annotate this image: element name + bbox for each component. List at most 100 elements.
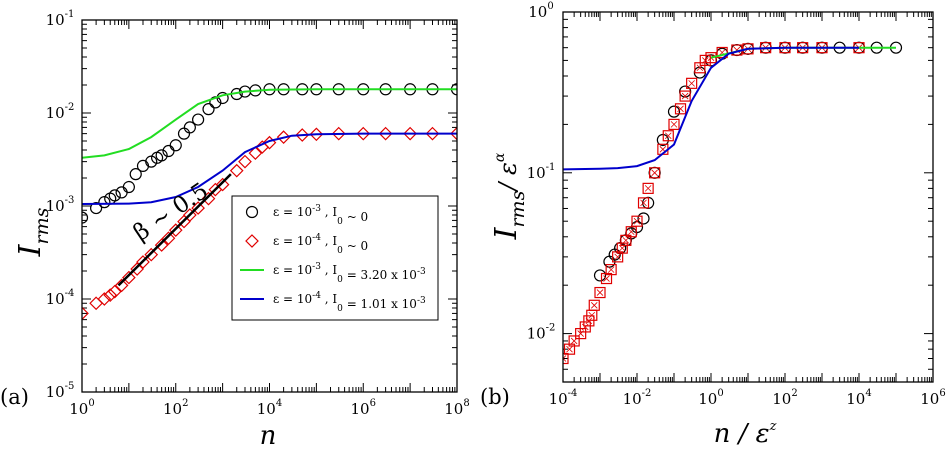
data-point-square xyxy=(563,352,569,365)
data-point-circle xyxy=(637,212,650,225)
panel-label-b: (b) xyxy=(480,385,510,409)
data-point-circle xyxy=(183,121,196,134)
y-axis-label: Irms xyxy=(13,207,53,257)
data-point-square-hatch xyxy=(644,185,652,192)
data-point-square xyxy=(705,52,717,64)
data-point-diamond xyxy=(144,247,159,262)
data-point-circle xyxy=(177,127,191,140)
legend-label: ε = 10-3 , I0 = 3.20 x 10-3 xyxy=(273,262,426,285)
data-point-square-hatch xyxy=(677,105,684,113)
y-tick-label: 10-4 xyxy=(46,288,75,308)
data-point-diamond xyxy=(107,284,122,299)
data-point-square-hatch xyxy=(603,275,610,282)
data-point-square xyxy=(649,167,661,179)
data-point-diamond xyxy=(276,130,291,144)
data-point-circle xyxy=(169,139,182,152)
y-tick-label: 100 xyxy=(528,1,553,21)
data-point-square xyxy=(579,321,591,333)
data-point-diamond xyxy=(238,154,252,169)
data-point-diamond xyxy=(114,278,129,293)
x-tick-label: 102 xyxy=(772,388,797,408)
legend-label: ε = 10-3 , I0 ~ 0 xyxy=(273,204,368,227)
data-point-square xyxy=(699,54,711,67)
x-tick-label: 108 xyxy=(444,398,469,418)
y-axis-label: Irms/ εα xyxy=(489,152,529,240)
series-2 xyxy=(82,88,457,159)
data-point-square-hatch xyxy=(670,121,678,128)
y-tick-label: 10-1 xyxy=(527,162,556,182)
data-point-diamond xyxy=(309,127,324,142)
x-tick-label: 100 xyxy=(698,388,723,408)
data-point-square xyxy=(674,103,687,115)
data-point-circle xyxy=(90,201,103,215)
legend-box xyxy=(231,195,439,321)
data-point-circle xyxy=(82,211,89,224)
legend-label: ε = 10-4 , I0 ~ 0 xyxy=(273,233,368,256)
x-tick-label: 10-4 xyxy=(549,388,578,408)
data-point-circle xyxy=(155,149,168,162)
plot-data xyxy=(563,41,903,365)
data-point-square-hatch xyxy=(622,237,630,244)
data-point-square xyxy=(605,264,617,276)
data-point-diamond xyxy=(378,126,393,141)
legend-circle-swatch xyxy=(245,205,259,219)
data-point-square xyxy=(686,77,698,89)
data-point-square xyxy=(679,90,691,102)
data-point-circle xyxy=(202,103,215,116)
data-point-circle xyxy=(593,269,607,282)
data-point-diamond xyxy=(425,126,440,141)
data-point-square-hatch xyxy=(566,345,573,353)
data-point-square-hatch xyxy=(688,80,695,87)
slope-guide-line xyxy=(117,173,232,287)
data-point-diamond xyxy=(103,288,118,302)
series-1 xyxy=(563,42,865,365)
data-point-diamond xyxy=(136,255,150,269)
x-axis-label: n xyxy=(260,421,277,450)
data-point-square xyxy=(637,197,650,209)
data-point-diamond xyxy=(168,223,183,237)
data-point-diamond xyxy=(248,146,263,161)
data-point-diamond xyxy=(97,292,112,306)
data-point-square-hatch xyxy=(588,311,596,319)
data-point-square xyxy=(716,46,728,59)
y-tick-label: 10-5 xyxy=(46,381,75,401)
data-point-diamond xyxy=(130,262,144,276)
plot-frame xyxy=(562,11,934,383)
series-1 xyxy=(82,126,457,321)
data-point-square xyxy=(631,215,643,227)
y-tick-label: 10-2 xyxy=(46,102,75,122)
data-point-circle xyxy=(122,180,135,194)
x-tick-label: 104 xyxy=(257,398,282,418)
data-point-square xyxy=(568,335,580,347)
x-axis-label: n / εz xyxy=(714,419,777,449)
data-point-square xyxy=(588,299,600,311)
data-point-diamond xyxy=(229,163,244,178)
x-tick-label: 10-2 xyxy=(623,388,652,408)
x-tick-label: 100 xyxy=(69,398,94,418)
data-point-square-hatch xyxy=(596,289,604,296)
data-point-circle xyxy=(115,186,128,199)
data-point-square xyxy=(594,286,606,299)
plot-data xyxy=(82,83,457,321)
y-tick-label: 10-3 xyxy=(46,195,75,215)
x-tick-label: 106 xyxy=(920,388,945,408)
data-point-circle xyxy=(129,168,142,181)
data-point-circle xyxy=(136,159,150,172)
data-point-square-hatch xyxy=(590,301,598,309)
data-point-square xyxy=(668,118,680,130)
legend-label: ε = 10-4 , I0 = 1.01 x 10-3 xyxy=(273,291,426,314)
data-point-diamond xyxy=(201,191,216,206)
data-point-circle xyxy=(667,105,681,118)
data-point-square-hatch xyxy=(681,92,689,100)
data-point-square-hatch xyxy=(618,244,626,252)
data-point-diamond xyxy=(154,238,169,252)
data-point-square xyxy=(642,182,654,194)
data-point-square xyxy=(625,226,637,238)
axis-ticks xyxy=(562,11,934,383)
panel-label-a: (a) xyxy=(0,385,29,409)
series-line xyxy=(563,46,859,171)
y-tick-label: 10-2 xyxy=(527,323,556,343)
series-line xyxy=(82,132,457,205)
x-tick-label: 102 xyxy=(163,398,188,418)
data-point-diamond xyxy=(403,126,417,141)
